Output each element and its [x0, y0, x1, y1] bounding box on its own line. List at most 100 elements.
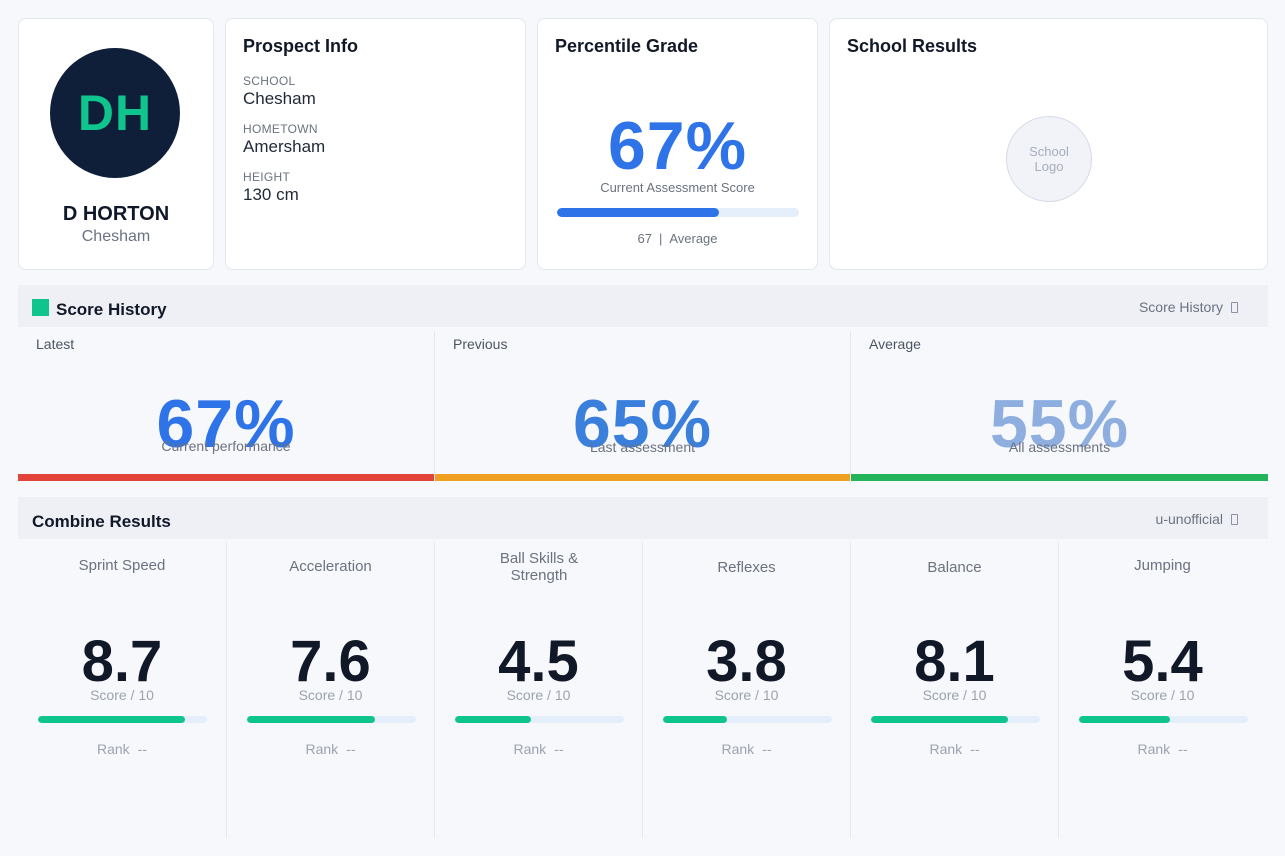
- metric-score-suffix: Score / 10: [298, 687, 363, 703]
- average-subtitle: All assessments: [1008, 439, 1111, 455]
- metric-progress-bar: [663, 716, 832, 723]
- latest-value: 67%: [156, 386, 296, 462]
- metric-rank-value: --: [137, 741, 147, 757]
- metric-rank-value: --: [762, 741, 772, 757]
- metric-reflexes: Reflexes 3.8 Score / 10 Rank --: [642, 542, 850, 838]
- percentile-progress-fill: [557, 208, 720, 217]
- metric-rank-label: Rank: [96, 741, 130, 757]
- hometown-label: HOMETOWN: [243, 122, 318, 136]
- metric-acceleration: Acceleration 7.6 Score / 10 Rank --: [226, 542, 434, 838]
- previous-value: 65%: [572, 386, 713, 462]
- metric-rank: Rank --: [227, 741, 434, 757]
- previous-subtitle: Last assessment: [589, 439, 696, 455]
- metric-rank: Rank --: [643, 741, 850, 757]
- previous-label: Previous: [453, 336, 508, 352]
- metric-progress-bar: [38, 716, 207, 723]
- combine-source-link[interactable]: u-unofficial: [1156, 511, 1238, 527]
- metric-name: Acceleration: [289, 558, 372, 575]
- percentile-subtitle: Current Assessment Score: [600, 180, 755, 195]
- avatar: DH: [50, 48, 180, 178]
- metric-value: 8.7: [81, 629, 163, 694]
- school-results-title: School Results: [847, 36, 978, 56]
- combine-results-title: Combine Results: [32, 512, 171, 531]
- metric-value: 3.8: [706, 629, 787, 694]
- score-history-average: Average 55% All assessments: [850, 331, 1268, 481]
- profile-school: Chesham: [81, 228, 151, 245]
- metric-progress-bar: [247, 716, 416, 723]
- percentile-footer-value: 67: [637, 231, 652, 246]
- average-value: 55%: [989, 386, 1130, 462]
- percentile-grade-card: Percentile Grade 67% Current Assessment …: [537, 18, 818, 270]
- metric-progress-bar: [871, 716, 1040, 723]
- metric-rank: Rank --: [1059, 741, 1266, 757]
- metric-score-suffix: Score / 10: [1130, 687, 1195, 703]
- metric-value: 5.4: [1122, 629, 1203, 694]
- hometown-value: Amersham: [243, 137, 326, 156]
- metric-value: 4.5: [498, 629, 579, 694]
- percentile-footer-label: Average: [669, 231, 718, 246]
- score-history-header: Score History Score History: [18, 285, 1268, 327]
- score-history-link[interactable]: Score History: [1139, 299, 1238, 315]
- school-label: SCHOOL: [243, 74, 296, 88]
- percentile-progress-bar: [557, 208, 799, 217]
- score-history-link-label: Score History: [1138, 299, 1223, 315]
- metric-jumping: Jumping 5.4 Score / 10 Rank --: [1058, 542, 1266, 838]
- percentile-grade-title: Percentile Grade: [555, 36, 699, 56]
- metric-rank: Rank --: [435, 741, 642, 757]
- metric-score-suffix: Score / 10: [90, 687, 154, 703]
- metric-rank-value: --: [554, 741, 564, 757]
- metric-rank-value: --: [346, 741, 356, 757]
- latest-label: Latest: [36, 336, 75, 352]
- average-color-bar: [851, 474, 1268, 481]
- school-logo-placeholder: School Logo: [1006, 116, 1092, 202]
- height-value: 130 cm: [243, 185, 299, 204]
- school-logo-text-line1: School: [1029, 144, 1069, 159]
- metric-rank: Rank --: [851, 741, 1058, 757]
- metric-value: 7.6: [290, 629, 371, 694]
- metric-sprint-speed: Sprint Speed 8.7 Score / 10 Rank --: [18, 542, 226, 838]
- metric-rank-label: Rank: [929, 741, 963, 757]
- school-results-card: School Results School Logo: [829, 18, 1268, 270]
- metric-name: Sprint Speed: [78, 557, 166, 574]
- metric-name: Reflexes: [717, 559, 776, 576]
- metric-progress-fill: [38, 716, 186, 723]
- previous-color-bar: [435, 474, 850, 481]
- latest-color-bar: [18, 474, 434, 481]
- metric-rank-label: Rank: [721, 741, 755, 757]
- metric-name: Jumping: [1134, 557, 1191, 574]
- avatar-initials: DH: [77, 85, 153, 141]
- metric-rank-value: --: [970, 741, 980, 757]
- metric-rank-value: --: [1178, 741, 1188, 757]
- metric-score-suffix: Score / 10: [506, 687, 571, 703]
- external-link-icon: [1231, 302, 1238, 313]
- green-square-icon: [32, 299, 49, 316]
- combine-results-header: Combine Results u-unofficial: [18, 497, 1268, 539]
- metric-progress-bar: [1079, 716, 1248, 723]
- prospect-info-title: Prospect Info: [243, 36, 359, 56]
- combine-source-label: u-unofficial: [1155, 511, 1223, 527]
- metric-progress-fill: [1079, 716, 1171, 723]
- latest-subtitle: Current performance: [161, 438, 291, 454]
- metric-name: Balance: [927, 559, 982, 576]
- school-logo-text-line2: Logo: [1034, 159, 1064, 174]
- external-link-icon: [1231, 514, 1238, 525]
- metric-ball-skills-strength: Ball Skills & Strength 4.5 Score / 10 Ra…: [434, 542, 642, 838]
- metric-value: 8.1: [914, 629, 995, 694]
- height-label: HEIGHT: [243, 170, 291, 184]
- metric-progress-fill: [871, 716, 1008, 723]
- metric-score-suffix: Score / 10: [714, 687, 779, 703]
- score-history-latest: Latest 67% Current performance: [18, 331, 434, 481]
- metric-progress-fill: [455, 716, 532, 723]
- metric-score-suffix: Score / 10: [922, 687, 987, 703]
- average-label: Average: [869, 336, 921, 352]
- prospect-info-card: Prospect Info SCHOOL Chesham HOMETOWN Am…: [225, 18, 526, 270]
- profile-name: D HORTON: [62, 203, 170, 225]
- metric-rank-label: Rank: [305, 741, 339, 757]
- profile-card: DH D HORTON Chesham: [18, 18, 214, 270]
- metric-progress-fill: [247, 716, 376, 723]
- percentile-value: 67%: [607, 108, 748, 184]
- metric-rank-label: Rank: [513, 741, 547, 757]
- metric-rank-label: Rank: [1137, 741, 1171, 757]
- metric-balance: Balance 8.1 Score / 10 Rank --: [850, 542, 1058, 838]
- metric-rank: Rank --: [18, 741, 226, 757]
